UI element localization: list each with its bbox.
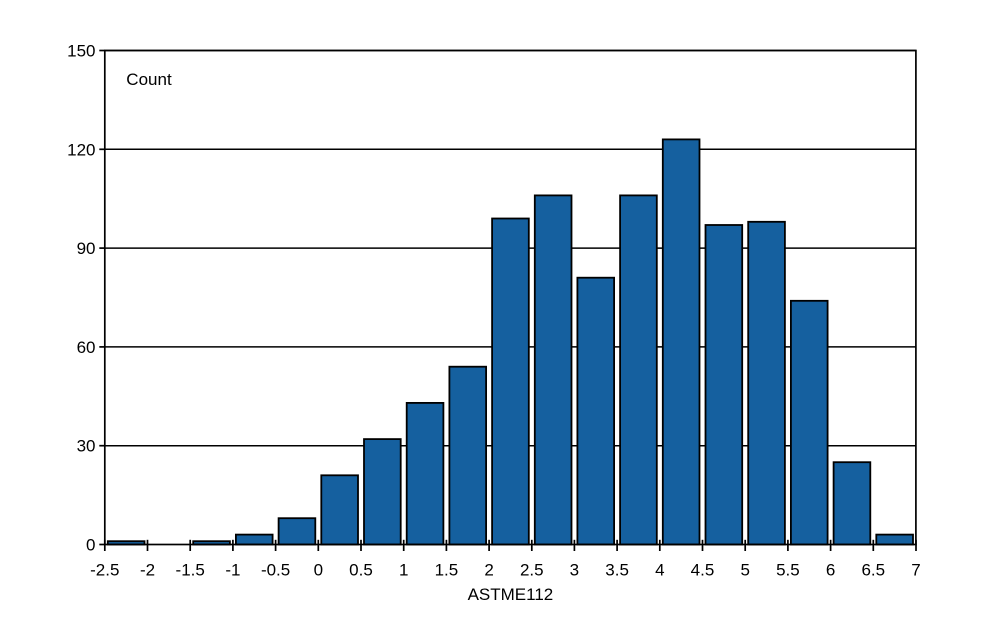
svg-text:150: 150 (67, 42, 95, 61)
svg-text:5.5: 5.5 (776, 560, 800, 579)
svg-text:-2: -2 (140, 560, 155, 579)
svg-text:-2.5: -2.5 (90, 560, 119, 579)
svg-text:3: 3 (570, 560, 579, 579)
svg-text:6: 6 (826, 560, 835, 579)
svg-text:1: 1 (399, 560, 408, 579)
svg-text:-1.5: -1.5 (176, 560, 205, 579)
svg-text:-0.5: -0.5 (261, 560, 290, 579)
svg-text:7: 7 (911, 560, 920, 579)
svg-text:0.5: 0.5 (349, 560, 373, 579)
svg-text:-1: -1 (225, 560, 240, 579)
svg-text:3.5: 3.5 (605, 560, 629, 579)
svg-text:30: 30 (77, 437, 96, 456)
svg-text:1.5: 1.5 (435, 560, 459, 579)
svg-text:5: 5 (740, 560, 749, 579)
svg-text:60: 60 (77, 338, 96, 357)
svg-text:Count: Count (126, 70, 172, 89)
svg-text:2: 2 (484, 560, 493, 579)
svg-text:90: 90 (77, 239, 96, 258)
svg-text:120: 120 (67, 140, 95, 159)
svg-text:2.5: 2.5 (520, 560, 544, 579)
svg-text:0: 0 (314, 560, 323, 579)
svg-text:4: 4 (655, 560, 664, 579)
svg-text:0: 0 (86, 536, 95, 555)
svg-text:6.5: 6.5 (861, 560, 885, 579)
svg-text:4.5: 4.5 (691, 560, 715, 579)
svg-text:ASTME112: ASTME112 (468, 585, 554, 604)
